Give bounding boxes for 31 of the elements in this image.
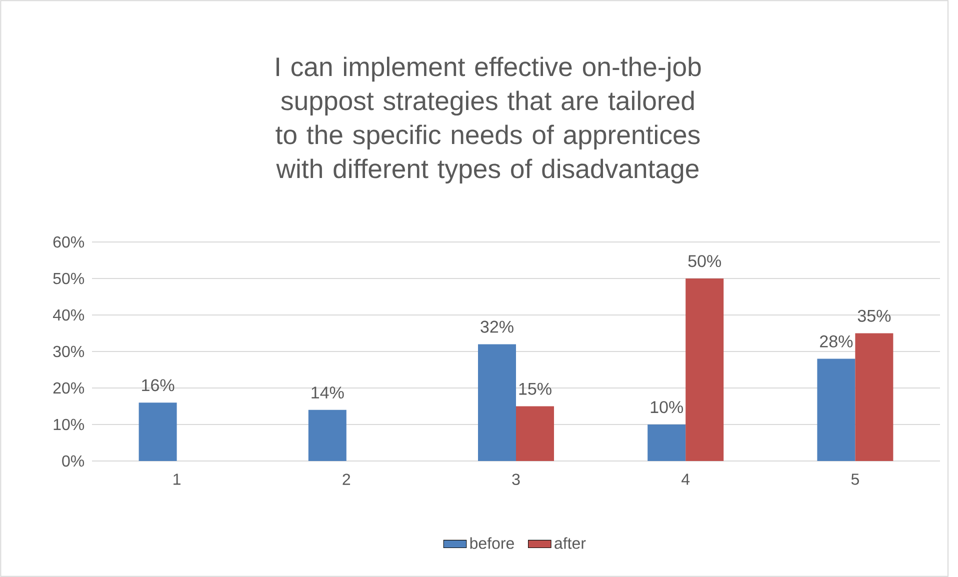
data-label: 14% bbox=[312, 386, 344, 399]
data-label: 10% bbox=[650, 401, 683, 414]
bar bbox=[138, 402, 177, 461]
legend-label: before bbox=[470, 537, 514, 549]
bar bbox=[817, 358, 856, 461]
x-tick-label: 4 bbox=[682, 474, 690, 485]
bar bbox=[516, 406, 554, 461]
y-tick-label: 30% bbox=[53, 346, 84, 358]
y-tick-label: 50% bbox=[53, 272, 84, 284]
y-tick-label: 60% bbox=[53, 236, 84, 248]
bar bbox=[855, 333, 894, 461]
bar bbox=[686, 278, 724, 461]
bar bbox=[648, 424, 686, 461]
data-label: 50% bbox=[688, 255, 721, 268]
y-tick-label: 10% bbox=[54, 418, 84, 430]
y-tick-label: 40% bbox=[52, 309, 84, 321]
bar bbox=[308, 410, 346, 461]
legend-label: after bbox=[554, 537, 586, 549]
y-tick-label: 0% bbox=[62, 455, 84, 467]
data-label: 32% bbox=[480, 320, 514, 333]
x-tick-label: 5 bbox=[851, 474, 859, 485]
bar bbox=[478, 344, 516, 461]
data-label: 15% bbox=[519, 382, 552, 395]
data-label: 28% bbox=[820, 335, 853, 348]
data-label: 35% bbox=[858, 310, 891, 322]
y-tick-label: 20% bbox=[53, 382, 84, 394]
chart-title: I can implement effective on-the-job suppost strategies that are tailored to the specific needs of apprentices with different types of disadvantage bbox=[276, 56, 701, 184]
data-label: 16% bbox=[142, 379, 174, 392]
x-tick-label: 2 bbox=[342, 474, 350, 485]
x-tick-label: 3 bbox=[512, 474, 520, 486]
x-tick-label: 1 bbox=[174, 474, 180, 485]
